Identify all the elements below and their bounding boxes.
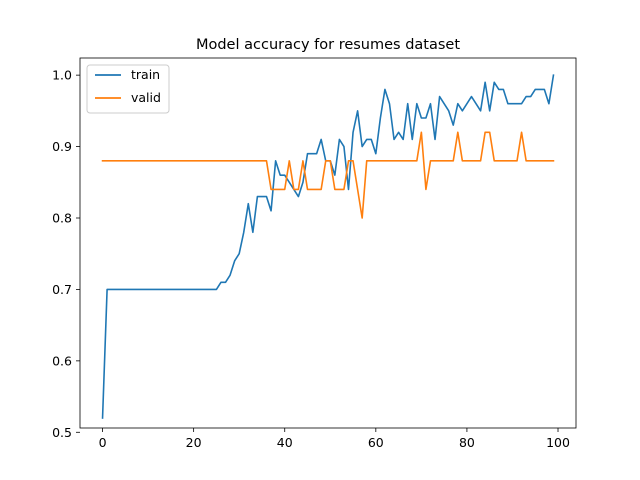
plot-area: 0 20 40 60 80 100 0.5 0.6 0.7 0.8 0.9 1.0 bbox=[52, 57, 577, 450]
chart-title: Model accuracy for resumes dataset bbox=[196, 37, 460, 53]
x-tick-label: 80 bbox=[459, 435, 475, 450]
y-tick-label: 0.5 bbox=[52, 425, 72, 440]
y-axis-ticks: 0.5 0.6 0.7 0.8 0.9 1.0 bbox=[52, 68, 80, 440]
series-lines bbox=[101, 74, 555, 419]
legend-label-valid: valid bbox=[131, 90, 161, 105]
series-line-valid bbox=[101, 131, 555, 219]
x-axis-ticks: 0 20 40 60 80 100 bbox=[99, 428, 570, 450]
legend-label-train: train bbox=[131, 67, 160, 82]
axes-frame bbox=[79, 57, 577, 429]
y-tick-label: 0.6 bbox=[52, 353, 72, 368]
y-tick-label: 0.9 bbox=[52, 139, 72, 154]
y-tick-label: 0.8 bbox=[52, 211, 72, 226]
y-tick-label: 1.0 bbox=[52, 68, 72, 83]
x-tick-label: 60 bbox=[368, 435, 384, 450]
x-tick-label: 100 bbox=[546, 435, 570, 450]
legend-box bbox=[86, 64, 170, 114]
y-tick-label: 0.7 bbox=[52, 282, 72, 297]
legend: train valid bbox=[86, 64, 170, 114]
x-tick-label: 40 bbox=[277, 435, 293, 450]
x-tick-label: 20 bbox=[186, 435, 202, 450]
x-tick-label: 0 bbox=[99, 435, 107, 450]
